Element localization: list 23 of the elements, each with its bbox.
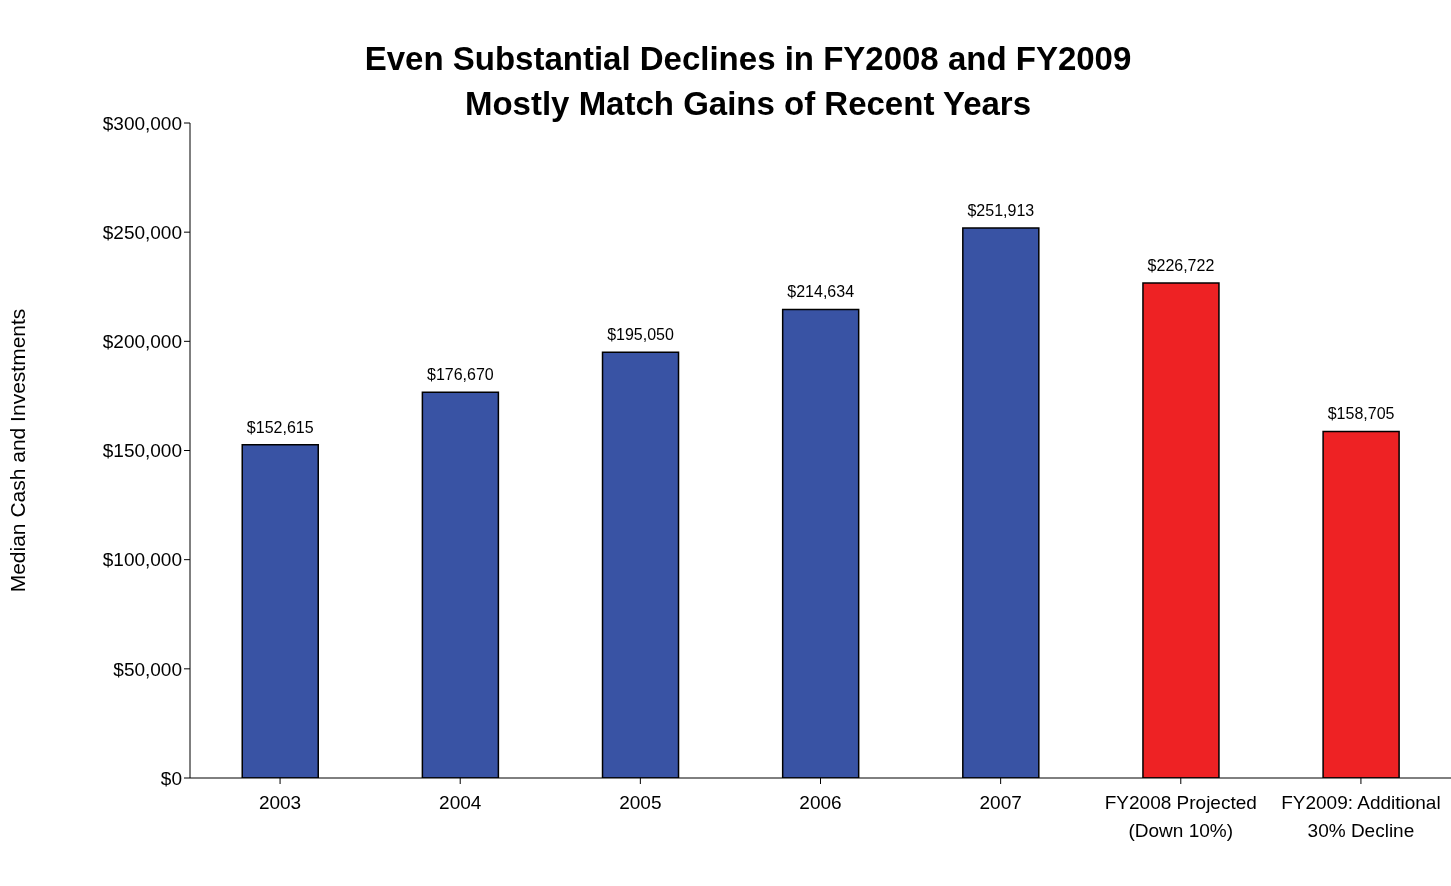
data-label: $251,913: [967, 201, 1035, 219]
y-tick-label: $200,000: [102, 331, 182, 353]
x-tick-label: FY2009: Additional 30% Decline: [1281, 792, 1441, 842]
y-tick-label: $0: [160, 767, 182, 789]
data-label: $152,615: [246, 418, 314, 436]
y-tick-label: $300,000: [102, 112, 182, 134]
data-label: $158,705: [1327, 405, 1395, 423]
data-label: $226,722: [1147, 256, 1215, 274]
y-tick-label: $50,000: [113, 658, 182, 680]
data-label: $214,634: [787, 283, 855, 301]
x-tick-label: 2005: [619, 792, 662, 814]
x-tick-label: 2006: [799, 792, 842, 814]
chart-title: Even Substantial Declines in FY2008 and FY2009 Mostly Match Gains of Recent Years: [363, 39, 1133, 124]
x-tick-label: 2007: [979, 792, 1022, 814]
y-tick-label: $100,000: [102, 549, 182, 571]
y-tick-label: $150,000: [102, 440, 182, 462]
y-axis-title: Median Cash and Investments: [6, 308, 30, 593]
data-label: $176,670: [427, 366, 494, 384]
x-tick-label: 2004: [439, 792, 482, 814]
x-tick-label: FY2008 Projected (Down 10%): [1104, 792, 1257, 842]
x-tick-label: 2003: [258, 792, 302, 814]
data-label: $195,050: [607, 326, 674, 344]
y-tick-label: $250,000: [102, 221, 182, 243]
